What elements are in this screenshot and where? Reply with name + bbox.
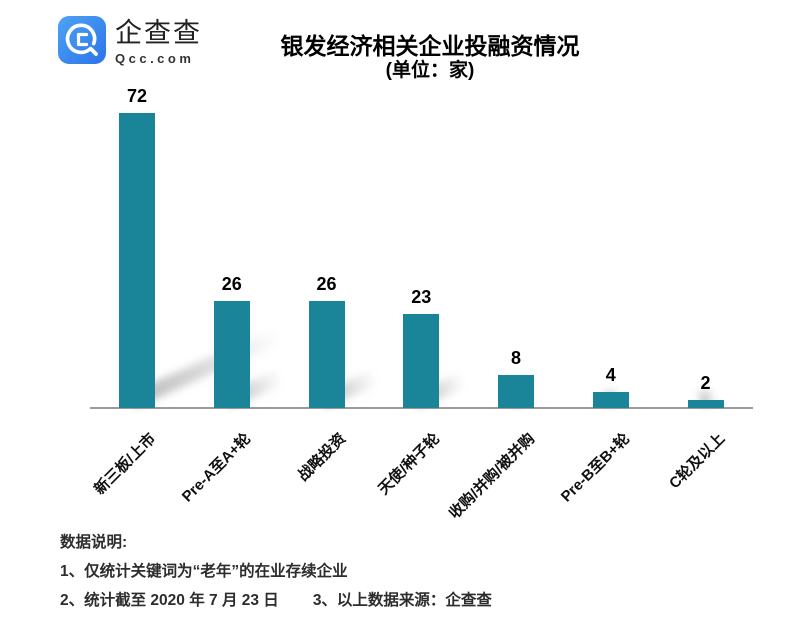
data-notes: 数据说明: 1、仅统计关键词为“老年”的在业存续企业 2、统计截至 2020 年…	[60, 528, 492, 615]
bar	[308, 301, 345, 408]
bar	[119, 113, 155, 408]
bar-value-label: 4	[605, 365, 616, 385]
bar	[687, 400, 724, 408]
x-axis-category-label: C轮及以上	[665, 430, 728, 493]
x-axis-category-label: Pre-B至B+轮	[557, 430, 633, 506]
notes-line-1: 1、仅统计关键词为“老年”的在业存续企业	[60, 563, 348, 580]
bar-value-label: 26	[316, 274, 337, 294]
qcc-magnifier-icon	[58, 16, 106, 64]
bar	[498, 375, 534, 408]
bar	[213, 301, 250, 408]
notes-item-3: 3、以上数据来源：企查查	[312, 592, 492, 609]
bar	[592, 392, 629, 408]
notes-heading: 数据说明:	[60, 534, 128, 551]
notes-spacer	[279, 586, 313, 615]
bar-value-label: 72	[126, 86, 148, 106]
bar	[403, 314, 440, 408]
logo-brand-name: 企查查	[115, 18, 202, 48]
notes-item-2: 2、统计截至 2020 年 7 月 23 日	[60, 592, 279, 609]
bar-value-label: 23	[411, 287, 432, 307]
x-axis-line	[90, 407, 753, 409]
logo-domain: Qcc.com	[115, 51, 195, 66]
notes-line-2: 2、统计截至 2020 年 7 月 23 日 3、以上数据来源：企查查	[60, 586, 492, 615]
qcc-logo: 企查查 Qcc.com	[57, 15, 202, 66]
bar-value-label: 8	[510, 348, 521, 368]
logo-text-block: 企查查 Qcc.com	[115, 15, 202, 66]
bar-value-label: 2	[700, 373, 711, 393]
chart-title: 银发经济相关企业投融资情况	[280, 33, 580, 59]
bar-value-label: 26	[221, 274, 242, 294]
chart-unit-subtitle: (单位：家)	[385, 60, 475, 81]
